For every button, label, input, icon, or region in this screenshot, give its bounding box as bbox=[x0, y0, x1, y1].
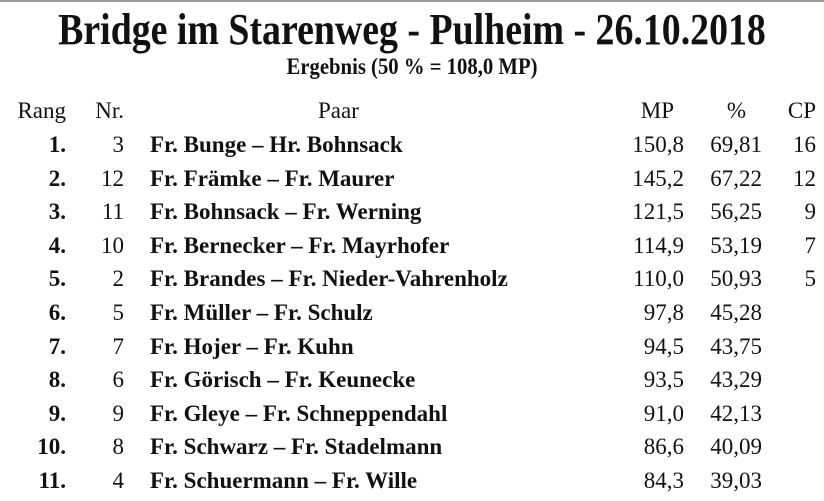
header-pct: % bbox=[726, 98, 746, 123]
cell-mp: 150,8 bbox=[632, 132, 684, 157]
table-header: Rang Nr. Paar MP % CP bbox=[0, 98, 824, 131]
table-row: 4. 10 Fr. Bernecker – Fr. Mayrhofer 114,9 53… bbox=[0, 233, 824, 266]
table-row: 6. 5 Fr. Müller – Fr. Schulz 97,8 45,28 bbox=[0, 300, 824, 333]
cell-paar: Fr. Främke – Fr. Maurer bbox=[150, 165, 395, 191]
cell-paar: Fr. Bunge – Hr. Bohnsack bbox=[150, 132, 403, 157]
table-row: 1. 3 Fr. Bunge – Hr. Bohnsack 150,8 69,81 16 bbox=[0, 132, 824, 165]
cell-pct: 53,19 bbox=[710, 232, 762, 258]
cell-nr: 8 bbox=[112, 434, 125, 460]
cell-nr: 9 bbox=[112, 400, 125, 426]
table-row: 11. 4 Fr. Schuermann – Fr. Wille 84,3 39,03 bbox=[0, 468, 824, 501]
cell-pct: 50,93 bbox=[710, 266, 762, 292]
header-nr: Nr. bbox=[95, 98, 124, 123]
cell-nr: 12 bbox=[101, 165, 124, 191]
cell-cp: 5 bbox=[804, 266, 817, 292]
cell-rang: 10. bbox=[37, 434, 66, 460]
header-cp: CP bbox=[787, 98, 816, 123]
table-row: 8. 6 Fr. Görisch – Fr. Keunecke 93,5 43,29 bbox=[0, 367, 824, 400]
table-row: 5. 2 Fr. Brandes – Fr. Nieder-Vahrenholz 11… bbox=[0, 266, 824, 299]
cell-rang: 7. bbox=[48, 333, 66, 359]
cell-pct: 45,28 bbox=[710, 300, 762, 325]
header-mp: MP bbox=[640, 98, 674, 123]
cell-rang: 4. bbox=[48, 232, 66, 258]
cell-pct: 39,03 bbox=[710, 468, 762, 493]
cell-mp: 114,9 bbox=[633, 232, 684, 258]
cell-cp: 16 bbox=[793, 132, 816, 157]
cell-paar: Fr. Bohnsack – Fr. Werning bbox=[150, 199, 422, 225]
cell-nr: 2 bbox=[112, 266, 125, 292]
cell-nr: 7 bbox=[112, 333, 125, 359]
cell-rang: 9. bbox=[48, 400, 66, 426]
cell-rang: 1. bbox=[48, 132, 66, 157]
cell-mp: 110,0 bbox=[633, 266, 684, 292]
cell-pct: 43,29 bbox=[710, 367, 762, 393]
table-row: 9. 9 Fr. Gleye – Fr. Schneppendahl 91,0 42,1… bbox=[0, 401, 824, 434]
cell-pct: 40,09 bbox=[710, 434, 762, 460]
cell-mp: 97,8 bbox=[643, 300, 684, 325]
page-title: Bridge im Starenweg - Pulheim - 26.10.20… bbox=[58, 5, 766, 54]
cell-paar: Fr. Bernecker – Fr. Mayrhofer bbox=[150, 232, 450, 258]
cell-nr: 10 bbox=[101, 232, 124, 258]
cell-pct: 42,13 bbox=[710, 400, 762, 426]
table-row: 2. 12 Fr. Främke – Fr. Maurer 145,2 67,22 12 bbox=[0, 166, 824, 199]
cell-rang: 3. bbox=[48, 199, 66, 225]
cell-nr: 4 bbox=[112, 468, 125, 493]
cell-nr: 11 bbox=[101, 199, 124, 225]
cell-rang: 6. bbox=[48, 300, 66, 325]
cell-paar: Fr. Müller – Fr. Schulz bbox=[150, 300, 373, 325]
cell-paar: Fr. Görisch – Fr. Keunecke bbox=[150, 367, 416, 393]
cell-cp: 7 bbox=[804, 232, 817, 258]
header-rang: Rang bbox=[17, 98, 66, 123]
cell-rang: 2. bbox=[48, 165, 66, 191]
cell-cp: 9 bbox=[804, 199, 817, 225]
cell-rang: 8. bbox=[48, 367, 66, 393]
cell-mp: 84,3 bbox=[643, 468, 684, 493]
cell-mp: 91,0 bbox=[643, 400, 684, 426]
cell-mp: 93,5 bbox=[643, 367, 684, 393]
cell-nr: 3 bbox=[112, 132, 125, 157]
cell-rang: 11. bbox=[38, 468, 66, 493]
cell-paar: Fr. Brandes – Fr. Nieder-Vahrenholz bbox=[150, 266, 508, 292]
header-paar: Paar bbox=[318, 98, 359, 123]
cell-paar: Fr. Schuermann – Fr. Wille bbox=[150, 468, 418, 493]
table-row: 3. 11 Fr. Bohnsack – Fr. Werning 121,5 56,25… bbox=[0, 199, 824, 232]
cell-mp: 86,6 bbox=[643, 434, 684, 460]
cell-rang: 5. bbox=[48, 266, 66, 292]
cell-pct: 69,81 bbox=[710, 132, 762, 157]
cell-paar: Fr. Hojer – Fr. Kuhn bbox=[150, 333, 354, 359]
table-row: 7. 7 Fr. Hojer – Fr. Kuhn 94,5 43,75 bbox=[0, 334, 824, 367]
cell-pct: 67,22 bbox=[710, 165, 762, 191]
table-row: 10. 8 Fr. Schwarz – Fr. Stadelmann 86,6 40,0… bbox=[0, 434, 824, 467]
cell-paar: Fr. Schwarz – Fr. Stadelmann bbox=[150, 434, 443, 460]
cell-nr: 6 bbox=[112, 367, 125, 393]
subtitle: Ergebnis (50 % = 108,0 MP) bbox=[286, 54, 538, 79]
cell-mp: 94,5 bbox=[643, 333, 684, 359]
cell-cp: 12 bbox=[793, 165, 816, 191]
cell-paar: Fr. Gleye – Fr. Schneppendahl bbox=[150, 400, 448, 426]
cell-nr: 5 bbox=[112, 300, 125, 325]
cell-pct: 56,25 bbox=[710, 199, 762, 225]
cell-mp: 145,2 bbox=[632, 165, 684, 191]
cell-mp: 121,5 bbox=[632, 199, 684, 225]
cell-pct: 43,75 bbox=[710, 333, 762, 359]
